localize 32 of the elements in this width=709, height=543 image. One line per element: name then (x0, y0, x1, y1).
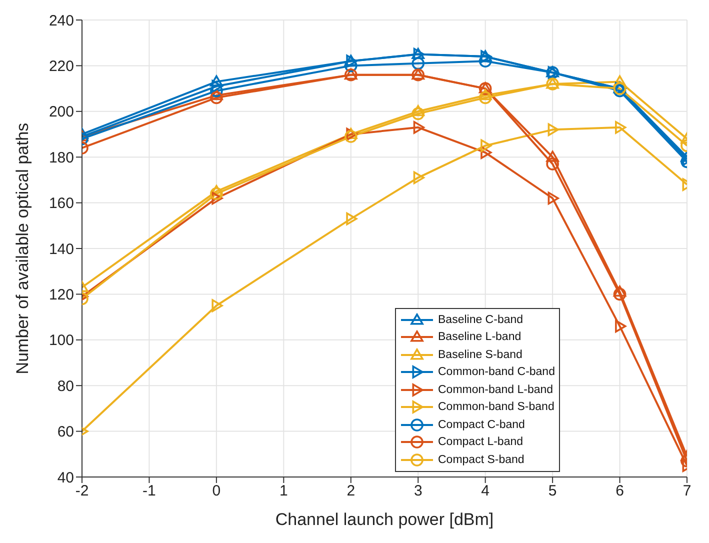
y-tick-label: 240 (48, 12, 74, 30)
y-tick-label: 180 (48, 149, 74, 166)
y-tick-label: 40 (57, 469, 74, 486)
y-tick-label: 80 (57, 378, 74, 395)
x-tick-label: 0 (212, 482, 221, 500)
x-tick-label: 7 (682, 482, 692, 500)
x-tick-label: 6 (616, 482, 624, 500)
x-tick-label: -1 (142, 482, 156, 500)
legend-label: Common-band C-band (438, 366, 555, 378)
x-tick-label: 4 (481, 482, 490, 500)
legend-label: Compact L-band (438, 436, 524, 448)
y-tick-label: 120 (48, 286, 74, 304)
legend-label: Common-band S-band (438, 401, 554, 414)
y-tick-label: 160 (48, 195, 74, 212)
y-tick-label: 100 (48, 332, 74, 350)
y-tick-label: 60 (57, 424, 74, 441)
y-tick-label: 140 (48, 240, 74, 258)
y-tick-label: 200 (48, 104, 74, 121)
legend-label: Compact C-band (438, 418, 525, 431)
legend-label: Compact S-band (438, 454, 524, 466)
legend-label: Baseline S-band (438, 348, 522, 361)
legend-label: Baseline C-band (438, 314, 524, 326)
x-tick-label: 2 (346, 482, 356, 500)
y-tick-label: 220 (48, 58, 74, 76)
legend-label: Common-band L-band (438, 384, 554, 396)
x-axis-title: Channel launch power [dBm] (275, 510, 494, 529)
legend-label: Baseline L-band (438, 331, 522, 344)
y-axis-title: Number of available optical paths (13, 122, 32, 374)
x-tick-label: -2 (75, 482, 89, 500)
x-tick-label: 1 (279, 482, 288, 500)
x-tick-label: 3 (414, 482, 422, 500)
x-tick-label: 5 (548, 482, 557, 500)
